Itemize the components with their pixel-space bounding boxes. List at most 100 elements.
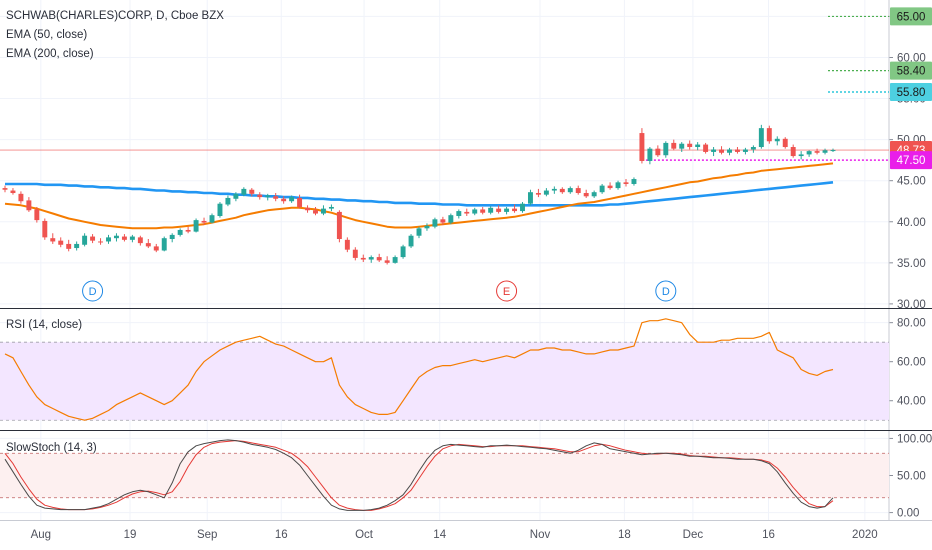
candle — [400, 244, 406, 259]
candle — [520, 202, 525, 213]
rsi-tick-label: 60.00 — [897, 357, 926, 369]
candle — [527, 189, 533, 206]
time-tick-label: Nov — [530, 529, 551, 541]
candle — [90, 234, 96, 244]
candle-body — [241, 188, 247, 195]
candle — [607, 182, 613, 190]
candle-body — [472, 209, 478, 214]
candle — [822, 148, 828, 155]
candle-body — [90, 236, 96, 241]
candle — [782, 137, 788, 149]
candle-body — [520, 203, 525, 212]
candle — [58, 237, 64, 248]
candle-body — [360, 257, 366, 260]
candle — [66, 239, 72, 252]
target-high-price-label-text: 65.00 — [897, 11, 926, 23]
candle — [42, 218, 48, 240]
candle — [727, 147, 732, 156]
candle-body — [10, 190, 16, 194]
candle — [424, 223, 430, 231]
candle — [416, 226, 422, 239]
price-tick-label: 60.00 — [897, 52, 926, 64]
candle — [121, 234, 127, 242]
candle-body — [18, 193, 24, 202]
candle-body — [201, 220, 207, 223]
candle — [591, 190, 597, 198]
candle-body — [798, 154, 804, 157]
candle — [320, 205, 326, 216]
candle — [750, 145, 756, 153]
candle-body — [392, 257, 398, 263]
time-tick-label: Dec — [683, 529, 704, 541]
candle-body — [663, 142, 669, 156]
candle — [313, 206, 318, 216]
candle-body — [129, 236, 135, 240]
candle-body — [448, 215, 454, 223]
candle-body — [106, 237, 111, 242]
target-mid-price-label: 58.40 — [890, 61, 932, 80]
candle-body — [273, 196, 279, 199]
event-marker-circle — [655, 280, 677, 302]
stoch-band — [0, 453, 889, 498]
candle — [129, 234, 135, 243]
candle-body — [575, 188, 581, 194]
candle — [766, 125, 772, 144]
candle-body — [121, 236, 127, 240]
candle-body — [2, 188, 8, 190]
candle — [567, 186, 573, 194]
stoch-tick-label: 0.00 — [897, 508, 919, 520]
candle-body — [34, 209, 40, 221]
candle-body — [782, 138, 788, 148]
candle — [384, 256, 390, 265]
candle-body — [416, 228, 422, 236]
candle-body — [66, 243, 72, 249]
candle — [830, 148, 836, 152]
candle — [504, 206, 510, 215]
price-tick-label: 35.00 — [897, 258, 926, 270]
candle-body — [488, 207, 494, 213]
candle-body — [671, 142, 677, 149]
candle — [679, 142, 685, 152]
candle-body — [297, 197, 303, 207]
rsi-tick-label: 80.00 — [897, 318, 926, 330]
candle-body — [790, 147, 796, 157]
candle-body — [750, 147, 756, 150]
support-price-label-bg — [890, 151, 932, 170]
candle-body — [599, 185, 605, 193]
candle — [655, 145, 661, 157]
candle — [249, 188, 255, 197]
candle — [671, 139, 677, 151]
candle — [687, 140, 693, 150]
candle-body — [527, 192, 533, 204]
candle — [34, 206, 40, 223]
candle — [328, 204, 334, 212]
candle — [734, 147, 740, 154]
candle-body — [384, 260, 390, 263]
candle-body — [161, 238, 167, 251]
rsi-tick-label: 40.00 — [897, 396, 926, 408]
candle-body — [336, 211, 342, 240]
candle — [241, 187, 247, 197]
candle-body — [742, 149, 748, 152]
target-low-price-label: 55.80 — [890, 82, 932, 101]
candle-body — [376, 257, 382, 261]
candle-body — [328, 206, 334, 209]
candle-body — [313, 210, 318, 214]
candle — [440, 216, 446, 226]
candle — [225, 195, 231, 207]
target-high-price-label-bg — [890, 7, 932, 26]
candle-body — [82, 235, 88, 245]
candle-body — [408, 235, 414, 247]
price-tick-label: 45.00 — [897, 176, 926, 188]
candle-body — [774, 138, 780, 142]
candle — [742, 147, 748, 155]
candle — [336, 210, 342, 243]
candle-body — [583, 193, 589, 197]
candle — [50, 233, 56, 244]
candle — [631, 177, 637, 186]
candle — [623, 179, 629, 187]
candle-body — [766, 128, 772, 142]
time-tick-label: 14 — [433, 529, 446, 541]
